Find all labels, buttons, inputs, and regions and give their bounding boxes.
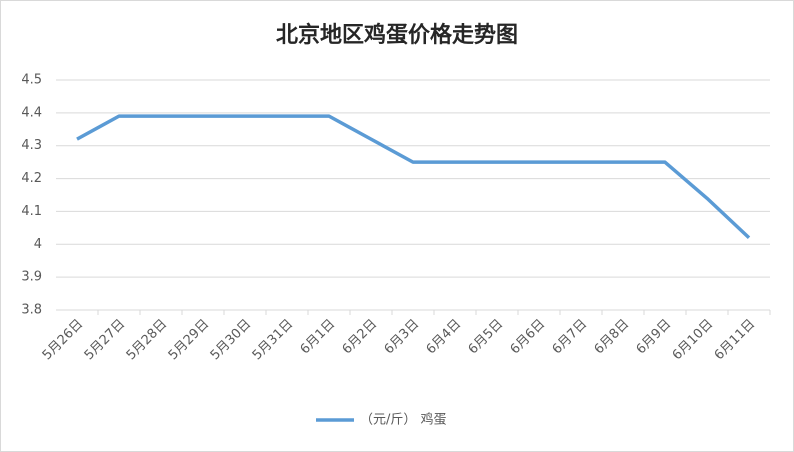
y-tick-label: 4: [34, 237, 42, 252]
legend-label: （元/斤） 鸡蛋: [360, 412, 447, 428]
series-line: [76, 114, 751, 239]
y-tick-label: 4.1: [21, 204, 42, 219]
y-tick-label: 4.5: [21, 73, 42, 88]
y-tick-label: 3.8: [21, 303, 42, 318]
y-tick-label: 3.9: [21, 270, 42, 285]
y-tick-label: 4.4: [21, 105, 42, 120]
chart-title: 北京地区鸡蛋价格走势图: [276, 22, 518, 48]
y-tick-label: 4.3: [21, 138, 42, 153]
y-tick-label: 4.2: [21, 171, 42, 186]
